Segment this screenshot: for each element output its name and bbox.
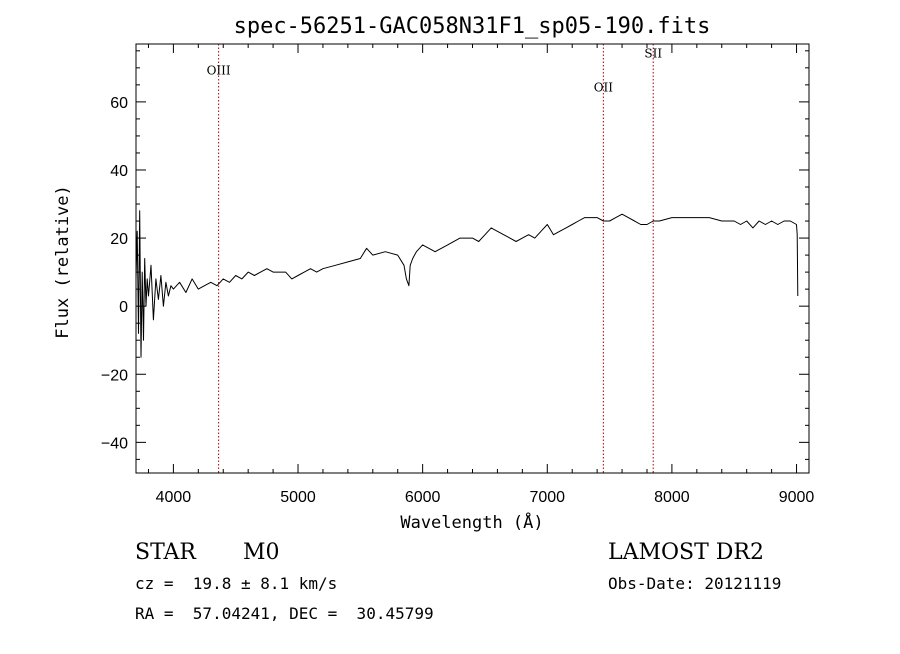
survey-label: LAMOST DR2	[608, 540, 764, 565]
chart-title: spec-56251-GAC058N31F1_sp05-190.fits	[234, 14, 711, 39]
emission-line-label: SII	[644, 47, 662, 61]
x-tick-label: 5000	[280, 489, 316, 506]
object-subclass: M0	[243, 540, 280, 565]
x-tick-label: 9000	[779, 489, 815, 506]
y-axis-label: Flux (relative)	[53, 185, 73, 339]
x-axis-label: Wavelength (Å)	[400, 511, 543, 533]
object-class: STAR	[135, 540, 196, 565]
y-tick-label: −20	[101, 367, 128, 384]
y-tick-label: 60	[110, 95, 128, 112]
y-tick-label: 40	[110, 163, 128, 180]
x-tick-label: 6000	[405, 489, 441, 506]
spectrum-line	[135, 210, 799, 358]
x-tick-label: 7000	[529, 489, 565, 506]
obs-date: Obs-Date: 20121119	[608, 574, 782, 593]
x-tick-label: 8000	[654, 489, 690, 506]
y-tick-label: 0	[119, 299, 128, 316]
emission-line-label: OIII	[207, 64, 231, 78]
x-tick-label: 4000	[156, 489, 192, 506]
y-tick-label: 20	[110, 231, 128, 248]
emission-line-label: OII	[594, 81, 614, 95]
coordinates: RA = 57.04241, DEC = 30.45799	[135, 604, 434, 623]
redshift-info: cz = 19.8 ± 8.1 km/s	[135, 574, 338, 593]
plot-frame	[135, 43, 810, 474]
y-tick-label: −40	[101, 435, 128, 452]
